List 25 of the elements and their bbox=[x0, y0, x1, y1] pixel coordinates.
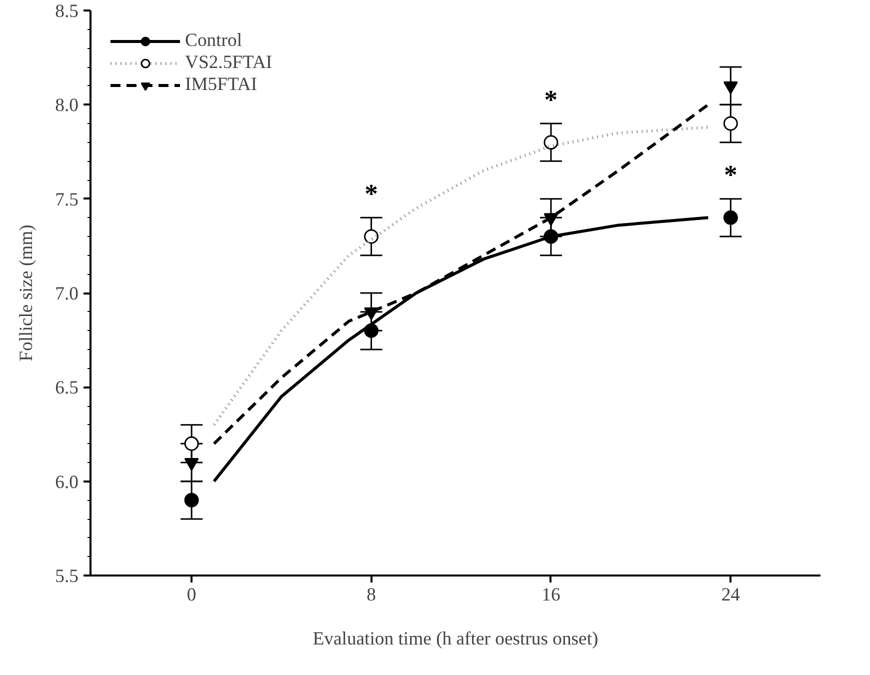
point bbox=[184, 492, 199, 508]
point bbox=[184, 436, 199, 451]
legend-label: VS2.5FTAI bbox=[185, 52, 272, 74]
annotation: * bbox=[364, 178, 378, 208]
legend-label: IM5FTAI bbox=[185, 74, 258, 96]
y-tick-label: 7.5 bbox=[55, 189, 79, 210]
y-axis-title: Follicle size (mm) bbox=[16, 224, 38, 362]
x-tick-label: 16 bbox=[542, 584, 560, 606]
x-tick-label: 0 bbox=[186, 584, 196, 606]
point bbox=[723, 210, 738, 225]
y-tick-label: 7.0 bbox=[55, 284, 79, 304]
y-tick-label: 8.5 bbox=[55, 1, 79, 22]
y-tick-label: 6.0 bbox=[55, 472, 79, 493]
point bbox=[723, 116, 738, 131]
y-tick-label: 6.5 bbox=[55, 378, 79, 399]
point bbox=[364, 229, 379, 244]
x-tick-label: 24 bbox=[721, 584, 741, 606]
legend-label: Control bbox=[185, 30, 242, 52]
y-tick-label: 8.0 bbox=[55, 95, 79, 116]
point bbox=[544, 135, 558, 150]
annotation: * bbox=[724, 160, 738, 190]
x-axis-title: Evaluation time (h after oestrus onset) bbox=[312, 628, 598, 650]
y-tick-label: 5.5 bbox=[55, 566, 79, 587]
annotation: * bbox=[544, 84, 558, 114]
x-tick-label: 8 bbox=[366, 584, 376, 606]
